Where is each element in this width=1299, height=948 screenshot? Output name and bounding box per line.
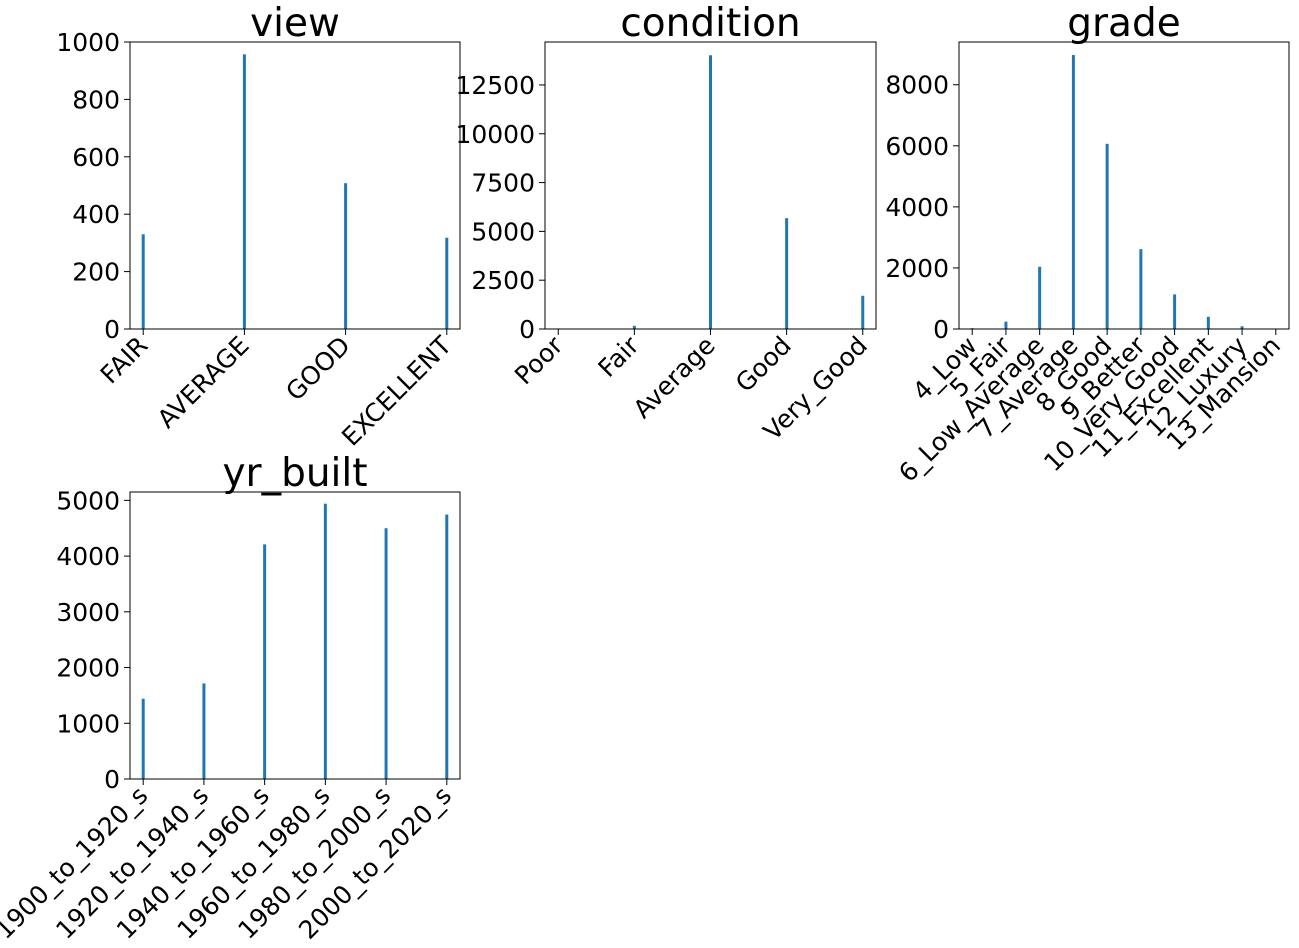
x-tick-label: Average <box>628 331 721 424</box>
bar-8_Good <box>1105 143 1109 329</box>
y-tick-label: 4000 <box>56 542 120 571</box>
y-tick-label: 6000 <box>885 132 949 161</box>
bar-9_Better <box>1139 249 1143 329</box>
bar-Fair <box>632 325 636 329</box>
bar-7_Average <box>1071 55 1075 330</box>
x-tick-label: GOOD <box>280 331 356 407</box>
chart-panel-yr_built: yr_built0100020003000400050001900_to_192… <box>0 451 461 945</box>
y-tick-label: 4000 <box>885 193 949 222</box>
bar-1920_to_1940_s <box>202 683 206 779</box>
plot-frame <box>129 491 461 780</box>
chart-panel-condition: condition 0 2500 5000 7500 10000 12500 Poor Fair… <box>455 1 877 446</box>
x-tick-label: Fair <box>593 330 646 383</box>
y-tick-label: 200 <box>72 258 120 287</box>
chart-title: view <box>250 1 340 46</box>
y-tick-label: 12500 <box>455 71 535 100</box>
x-tick-label: AVERAGE <box>152 331 255 434</box>
bar-FAIR <box>141 234 145 329</box>
y-tick-label: 8000 <box>885 71 949 100</box>
bar-10_Very_Good <box>1173 294 1177 329</box>
bar-AVERAGE <box>242 54 246 329</box>
bar-2000_to_2020_s <box>445 514 449 779</box>
y-tick-label: 1000 <box>56 28 120 57</box>
y-tick-label: 2000 <box>56 654 120 683</box>
bar-EXCELLENT <box>445 237 449 329</box>
chart-title: grade <box>1067 1 1180 46</box>
bar-1960_to_1980_s <box>323 503 327 779</box>
y-tick-label: 2500 <box>471 266 535 295</box>
chart-title: yr_built <box>222 451 367 496</box>
bar-1980_to_2000_s <box>384 528 388 779</box>
y-tick-label: 5000 <box>471 217 535 246</box>
x-tick-label: Good <box>730 331 797 398</box>
plot-frame <box>129 41 461 330</box>
y-tick-label: 7500 <box>471 169 535 198</box>
bar-Average <box>709 55 712 330</box>
bar-Very_Good <box>861 295 865 329</box>
y-tick-label: 400 <box>72 200 120 229</box>
y-tick-label: 10000 <box>455 120 535 149</box>
y-tick-label: 0 <box>104 315 120 344</box>
bar-5_Fair <box>1004 321 1008 329</box>
x-tick-label: Poor <box>509 330 569 390</box>
y-tick-label: 3000 <box>56 598 120 627</box>
chart-panel-grade: grade020004000600080004_Low5_Fair6_Low_A… <box>885 1 1290 488</box>
x-tick-label: EXCELLENT <box>336 330 457 451</box>
bar-11_Excellent <box>1206 316 1210 329</box>
chart-title: condition <box>620 1 800 46</box>
y-tick-label: 5000 <box>56 486 120 515</box>
bar-6_Low_Average <box>1038 266 1042 329</box>
bar-12_Luxury <box>1240 326 1244 329</box>
y-tick-label: 0 <box>933 315 949 344</box>
y-tick-label: 800 <box>72 85 120 114</box>
bar-1900_to_1920_s <box>141 698 145 779</box>
y-tick-label: 2000 <box>885 254 949 283</box>
plot-frame <box>958 41 1290 330</box>
y-tick-label: 0 <box>519 315 535 344</box>
bar-Good <box>785 218 789 329</box>
bar-GOOD <box>344 183 348 329</box>
y-tick-label: 0 <box>104 765 120 794</box>
bar-1940_to_1960_s <box>263 544 267 779</box>
y-tick-label: 600 <box>72 143 120 172</box>
y-tick-label: 1000 <box>56 709 120 738</box>
